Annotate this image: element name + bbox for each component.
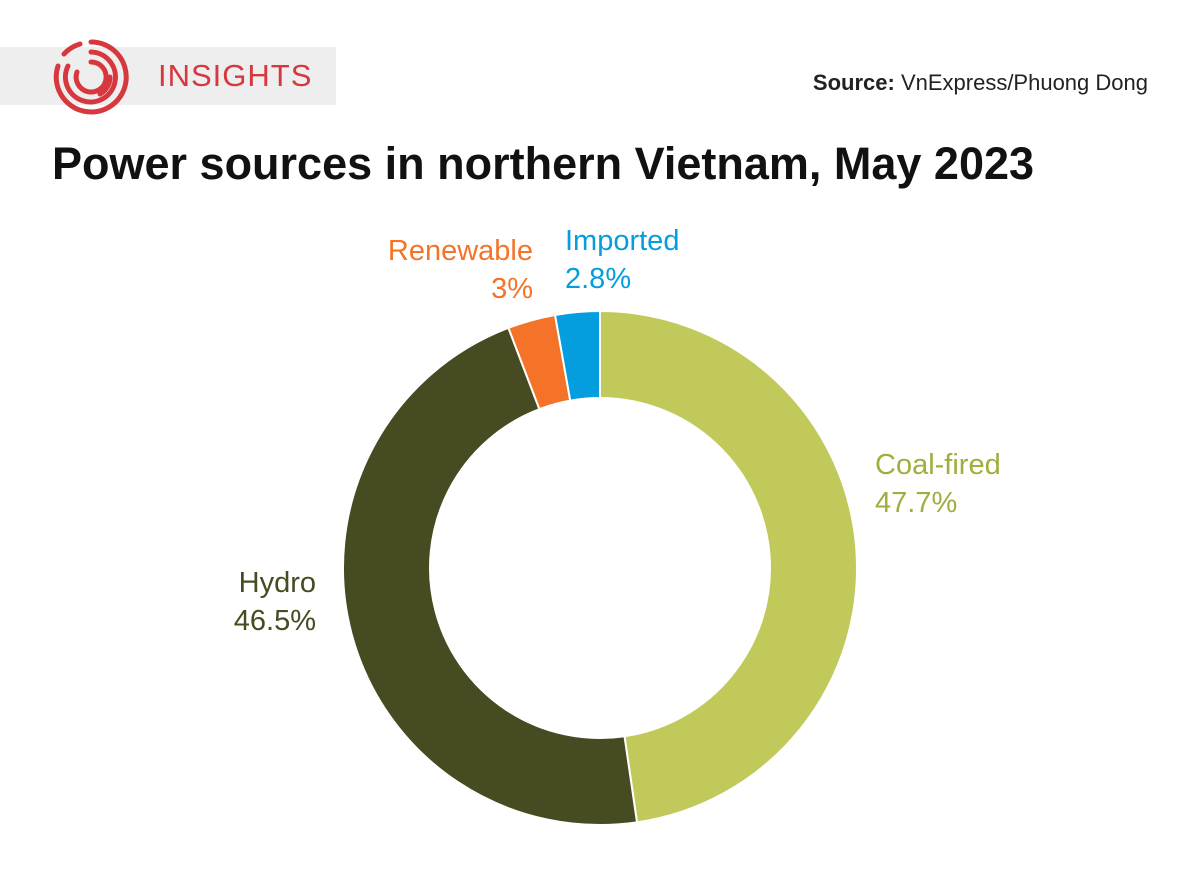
brand-name: INSIGHTS [158,58,313,93]
slice-hydro [342,326,639,826]
slice-value-renewable: 3% [491,273,533,305]
source-text: VnExpress/Phuong Dong [900,70,1148,95]
slice-label-renewable: Renewable [388,235,533,267]
slice-coal-fired [599,309,858,824]
source-label: Source: [812,70,895,95]
slice-value-hydro: 46.5% [234,605,316,637]
slice-label-hydro: Hydro [239,567,316,599]
slice-value-coal-fired: 47.7% [875,487,957,519]
slice-label-imported: Imported [565,225,679,257]
slice-imported [553,309,601,402]
source-credit: Source: VnExpress/Phuong Dong [813,70,1148,96]
slice-value-imported: 2.8% [565,263,631,295]
slice-label-coal-fired: Coal-fired [875,449,1001,481]
insights-swirl-logo-icon [53,39,129,115]
chart-title: Power sources in northern Vietnam, May 2… [52,138,1035,189]
